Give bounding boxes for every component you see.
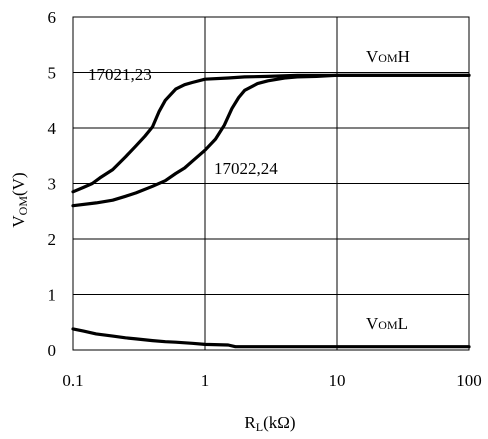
annotation-sub: OM (378, 318, 398, 332)
y-tick-label: 6 (48, 8, 57, 27)
y-tick-label: 4 (48, 119, 57, 138)
y-axis-title-sub: OM (16, 196, 30, 216)
annotation-rest: L (398, 314, 408, 333)
x-tick-label: 10 (329, 371, 346, 390)
series-line-17021-23 (71, 73, 471, 194)
x-tick-label: 100 (456, 371, 482, 390)
annotation-rest: H (398, 47, 410, 66)
annotation-main: 17021,23 (88, 65, 152, 84)
annotation-17022-24: 17022,24 (214, 159, 278, 178)
x-axis-title-sub: L (256, 420, 263, 434)
y-tick-label: 0 (48, 341, 57, 360)
tick-labels: 0.1 1 10 100 0 1 2 3 4 5 6 (48, 8, 482, 390)
y-axis-title-main: V (9, 215, 28, 228)
annotation-voml: VOML (366, 314, 408, 333)
x-tick-label: 0.1 (62, 371, 83, 390)
x-axis-title: RL(kΩ) (244, 413, 295, 434)
y-tick-label: 5 (48, 64, 57, 83)
series-line-voml (71, 327, 471, 349)
x-axis-title-main: R (244, 413, 256, 432)
annotation-sub: OM (378, 51, 398, 65)
annotation-main: 17022,24 (214, 159, 278, 178)
x-axis-title-rest: (kΩ) (263, 413, 295, 432)
series-line-17022-24 (71, 73, 471, 208)
annotation-vomh: VOMH (366, 47, 410, 66)
annotation-main: V (366, 314, 379, 333)
annotation-17021-23: 17021,23 (88, 65, 152, 84)
y-tick-label: 3 (48, 175, 57, 194)
y-tick-label: 1 (48, 286, 57, 305)
plot-grid (72, 16, 470, 351)
y-axis-title: VOM(V) (9, 172, 30, 227)
y-tick-label: 2 (48, 230, 57, 249)
annotation-main: V (366, 47, 379, 66)
y-axis-title-rest: (V) (9, 172, 28, 196)
x-tick-label: 1 (201, 371, 210, 390)
series-curves (71, 73, 471, 349)
